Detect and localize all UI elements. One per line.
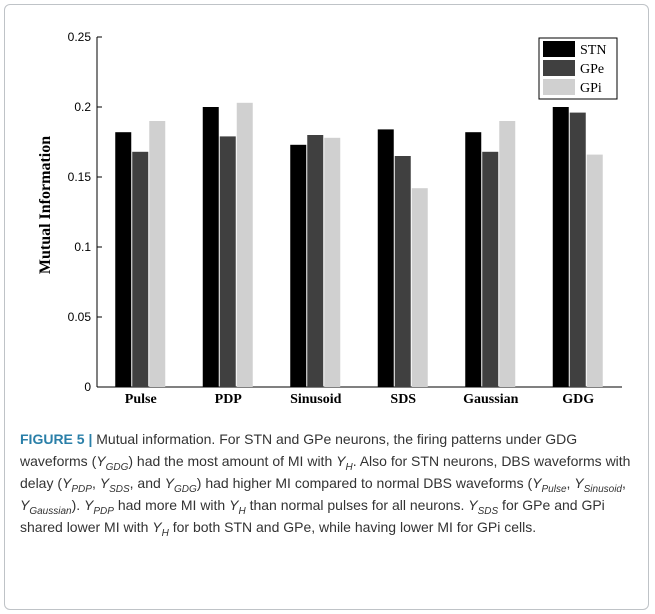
caption-text: Mutual information. For STN and GPe neur… (20, 431, 631, 539)
legend-swatch-stn (543, 41, 575, 57)
bar-stn (202, 107, 219, 387)
bar-gpe (132, 151, 149, 387)
bar-gpi (149, 121, 166, 387)
legend-swatch-gpi (543, 79, 575, 95)
x-axis: Pulse PDP Sinusoid SDS Gaussian GDG (97, 382, 622, 407)
bar-stn (377, 129, 394, 387)
y-axis: 0 0.05 0.1 0.15 0.2 0.25 (68, 30, 102, 394)
bar-gpi (586, 154, 603, 387)
bar-chart: 0 0.05 0.1 0.15 0.2 0.25 Pulse PDP Sinusoid SDS G… (37, 30, 622, 407)
legend-label-gpe: GPe (580, 62, 604, 77)
bar-gpe (569, 112, 586, 387)
bar-stn (465, 132, 482, 387)
legend-label-stn: STN (580, 43, 606, 58)
legend-label-gpi: GPi (580, 81, 602, 96)
y-axis-label: Mutual Information (37, 136, 54, 274)
bar-gpe (307, 135, 324, 387)
bar-gpe (482, 151, 499, 387)
bar-gpi (411, 188, 428, 387)
bar-gpi (324, 137, 341, 387)
x-tick-label: GDG (562, 392, 594, 407)
caption-label: FIGURE 5 | (20, 431, 93, 447)
figure-caption: FIGURE 5 | Mutual information. For STN a… (20, 428, 640, 538)
x-tick-label: Gaussian (463, 392, 518, 407)
x-tick-label: Pulse (125, 392, 157, 407)
legend: STN GPe GPi (538, 37, 618, 100)
bars (115, 102, 603, 388)
bar-gpi (499, 121, 516, 387)
y-tick-label: 0.2 (74, 100, 91, 114)
bar-stn (290, 144, 307, 387)
bar-gpi (236, 102, 253, 388)
x-tick-label: Sinusoid (290, 392, 342, 407)
bar-stn (115, 132, 132, 387)
y-tick-label: 0.15 (68, 170, 92, 184)
x-tick-label: SDS (390, 392, 416, 407)
y-tick-label: 0.05 (68, 310, 92, 324)
bar-stn (552, 107, 569, 387)
x-tick-label: PDP (215, 392, 243, 407)
legend-swatch-gpe (543, 60, 575, 76)
bar-gpe (394, 156, 411, 387)
y-tick-label: 0.25 (68, 30, 92, 44)
y-tick-label: 0 (84, 380, 91, 394)
y-tick-label: 0.1 (74, 240, 91, 254)
bar-gpe (219, 136, 236, 387)
